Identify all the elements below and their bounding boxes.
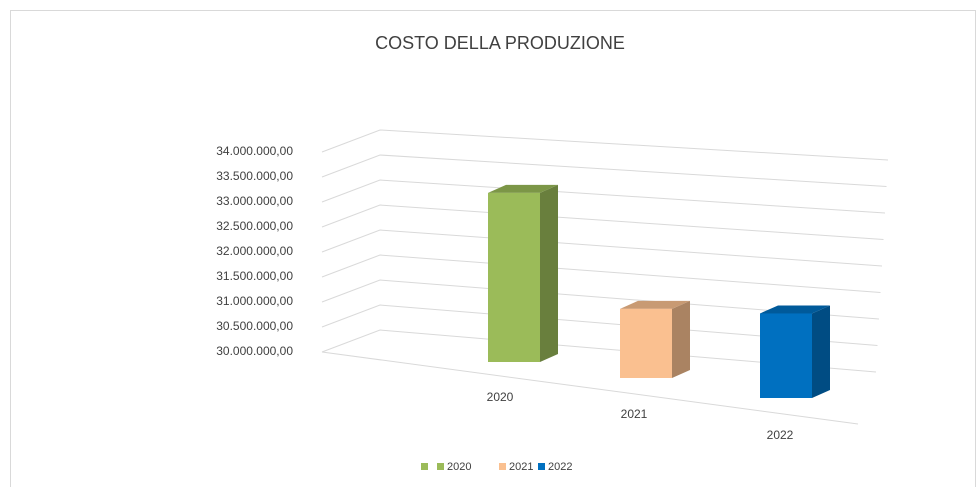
x-tick-label: 2022: [767, 428, 794, 442]
floor-line: [321, 351, 859, 425]
y-tick-label: 33.500.000,00: [216, 169, 293, 183]
bar: [620, 308, 672, 378]
y-tick-label: 34.000.000,00: [216, 144, 293, 158]
y-tick-label: 30.000.000,00: [216, 344, 293, 358]
y-tick-label: 31.000.000,00: [216, 294, 293, 308]
grid-line: [321, 304, 878, 346]
x-tick-label: 2020: [487, 390, 514, 404]
grid-line: [321, 329, 877, 373]
legend-label: 2022: [548, 461, 572, 473]
grid-line: [321, 179, 886, 214]
bar-top: [620, 300, 690, 309]
bar-top: [488, 184, 558, 193]
legend-label: 2021: [509, 461, 533, 473]
grid-line: [321, 154, 887, 187]
grid-line: [321, 204, 884, 240]
grid-line: [321, 229, 883, 267]
y-tick-label: 30.500.000,00: [216, 319, 293, 333]
bar: [760, 313, 812, 398]
legend-marker: [499, 463, 506, 470]
legend-marker: [437, 463, 444, 470]
grid-line: [321, 279, 880, 320]
bar-side: [672, 300, 690, 378]
grid-line: [321, 129, 889, 161]
legend-marker: [538, 463, 545, 470]
bar-top: [760, 305, 830, 314]
legend-marker: [421, 463, 428, 470]
chart-title: COSTO DELLA PRODUZIONE: [375, 33, 625, 53]
bar-side: [540, 184, 558, 362]
y-tick-label: 32.000.000,00: [216, 244, 293, 258]
x-tick-label: 2021: [621, 407, 648, 421]
bar: [488, 192, 540, 362]
grid-line: [321, 254, 881, 293]
bar-side: [812, 305, 830, 398]
y-tick-label: 33.000.000,00: [216, 194, 293, 208]
y-tick-label: 32.500.000,00: [216, 219, 293, 233]
legend-label: 2020: [447, 461, 471, 473]
y-tick-label: 31.500.000,00: [216, 269, 293, 283]
